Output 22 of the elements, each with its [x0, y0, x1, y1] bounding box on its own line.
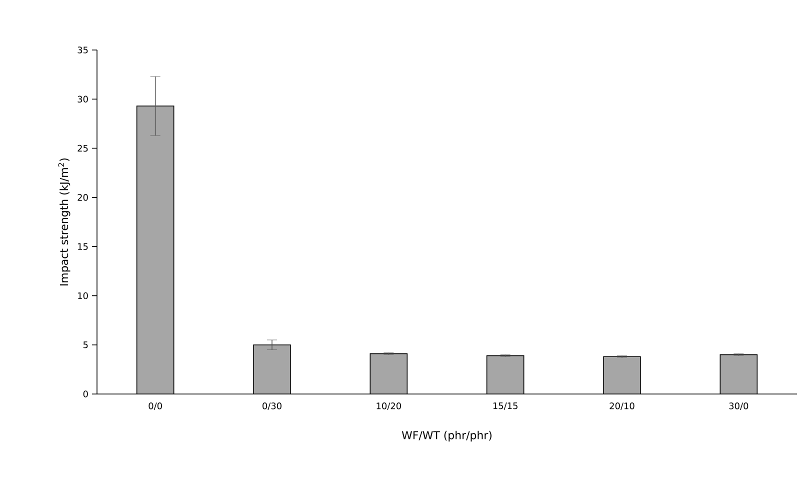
bar: [136, 106, 174, 394]
y-tick-label: 5: [83, 342, 88, 348]
y-tick-label: 0: [83, 390, 88, 398]
x-axis-title: WF/WT (phr/phr): [402, 430, 492, 442]
bar: [254, 344, 291, 394]
bar: [370, 354, 408, 394]
y-tick-label: 25: [78, 144, 88, 152]
y-tick-label: 10: [78, 292, 88, 300]
y-tick-label: 15: [78, 243, 88, 250]
y-axis-title: Impact strength (kJ/m$^{2}$): [58, 158, 70, 286]
y-tick-label: 30: [78, 96, 88, 103]
bar: [604, 356, 641, 394]
x-tick-label: 20/10: [610, 402, 634, 410]
bar: [720, 354, 758, 394]
x-tick-label: 15/15: [493, 402, 518, 410]
bar: [486, 356, 524, 394]
y-tick-label: 35: [78, 46, 88, 54]
x-tick-label: 0/30: [262, 402, 282, 410]
x-tick-label: 10/20: [376, 402, 401, 410]
x-tick-label: 0/0: [148, 402, 162, 410]
x-tick-label: 30/0: [729, 402, 748, 410]
y-tick-label: 20: [78, 194, 88, 201]
